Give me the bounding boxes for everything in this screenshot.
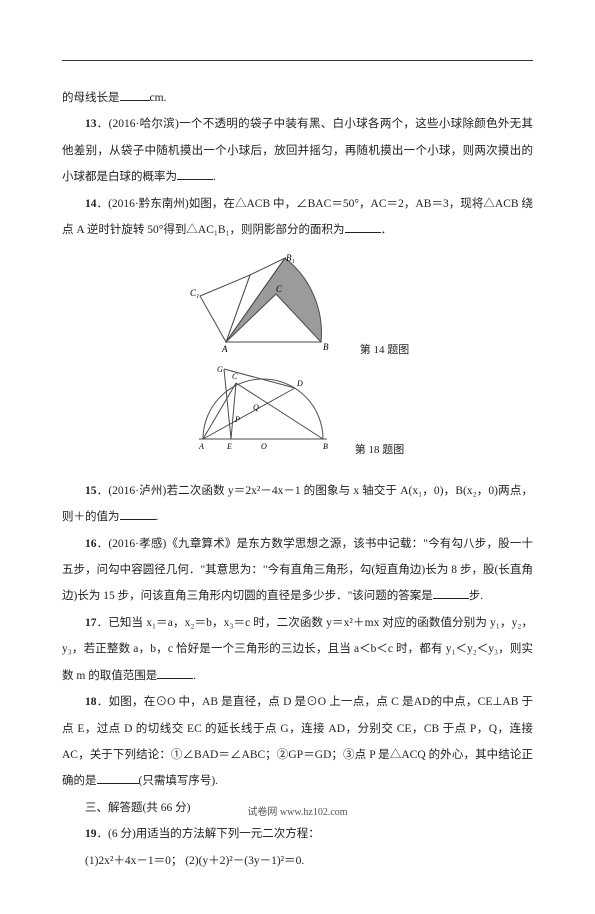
fig14-caption: 第 14 题图: [360, 345, 410, 356]
line-intro-text: 的母线长是: [62, 92, 120, 104]
q18-num: 18: [85, 696, 97, 708]
q17-end: .: [193, 670, 196, 682]
l-P: P: [234, 415, 240, 424]
blank: [97, 773, 139, 784]
blank: [345, 222, 381, 233]
l-Q: Q: [253, 403, 259, 412]
q13-num: 13: [85, 118, 97, 130]
l-D: D: [296, 379, 303, 388]
q14-num: 14: [85, 198, 97, 210]
q16-end: 步.: [469, 590, 483, 602]
q19: 19．(6 分)用适当的方法解下列一元二次方程：: [62, 821, 533, 847]
period: ．: [381, 224, 393, 236]
fig14-svg: A B C C₁ B₁: [186, 252, 356, 352]
q14: 14．(2016·黔东南州)如图，在△ACB 中，∠BAC＝50°，AC＝2，A…: [62, 191, 533, 244]
lblC1: C₁: [190, 288, 199, 298]
fig18-svg: A B C D E O P Q G: [191, 364, 351, 452]
q15: 15．(2016·泸州)若二次函数 y＝2x²－4x－1 的图象与 x 轴交于 …: [62, 478, 533, 531]
figure-18: A B C D E O P Q G 第 18 题图: [62, 364, 533, 456]
l-O: O: [261, 442, 267, 451]
q17-num: 17: [85, 617, 97, 629]
blank: [177, 169, 213, 180]
l-A: A: [198, 442, 204, 451]
l-C: C: [232, 372, 238, 381]
line-intro-unit: cm.: [150, 92, 167, 104]
q17-text: ．已知当 x₁＝a，x₂＝b，x₃＝c 时，二次函数 y＝x²＋mx 对应的函数…: [62, 617, 533, 682]
q19-num: 19: [85, 828, 97, 840]
q19-items: (1)2x²＋4x－1＝0； (2)(y＋2)²－(3y－1)²＝0.: [62, 848, 533, 874]
lblB: B: [323, 342, 329, 352]
lblB1: B₁: [286, 253, 295, 263]
l-E: E: [226, 442, 232, 451]
l-B: B: [323, 442, 328, 451]
line-intro: 的母线长是 cm.: [62, 85, 533, 111]
lblC: C: [276, 284, 283, 294]
lblA: A: [221, 344, 228, 352]
q13: 13．(2016·哈尔滨)一个不透明的袋子中装有黑、白小球各两个，这些小球除颜色…: [62, 111, 533, 190]
fig18-caption: 第 18 题图: [355, 445, 405, 456]
q15-num: 15: [85, 485, 97, 497]
q13-end: .: [213, 171, 216, 183]
q14-text: ．(2016·黔东南州)如图，在△ACB 中，∠BAC＝50°，AC＝2，AB＝…: [62, 198, 533, 236]
q18: 18．如图，在⊙O 中，AB 是直径，点 D 是⊙O 上一点，点 C 是AD的中…: [62, 689, 533, 795]
q16: 16．(2016·孝感)《九章算术》是东方数学思想之源，该书中记载："今有勾八步…: [62, 531, 533, 610]
l-G: G: [217, 365, 223, 374]
spacer: [62, 460, 533, 478]
q15-end: .: [156, 511, 159, 523]
blank: [120, 509, 156, 520]
q17: 17．已知当 x₁＝a，x₂＝b，x₃＝c 时，二次函数 y＝x²＋mx 对应的…: [62, 610, 533, 689]
q18-end: (只需填写序号).: [139, 775, 219, 787]
q16-num: 16: [85, 538, 97, 550]
blank: [433, 588, 469, 599]
blank: [157, 667, 193, 678]
q13-text: ．(2016·哈尔滨)一个不透明的袋子中装有黑、白小球各两个，这些小球除颜色外无…: [62, 118, 533, 183]
q19-text: ．(6 分)用适当的方法解下列一元二次方程：: [97, 828, 320, 840]
page-rule: [62, 60, 533, 61]
figure-14: A B C C₁ B₁ 第 14 题图: [62, 252, 533, 356]
footer: 试卷网 www.hz102.com: [0, 803, 595, 818]
blank: [120, 90, 150, 101]
